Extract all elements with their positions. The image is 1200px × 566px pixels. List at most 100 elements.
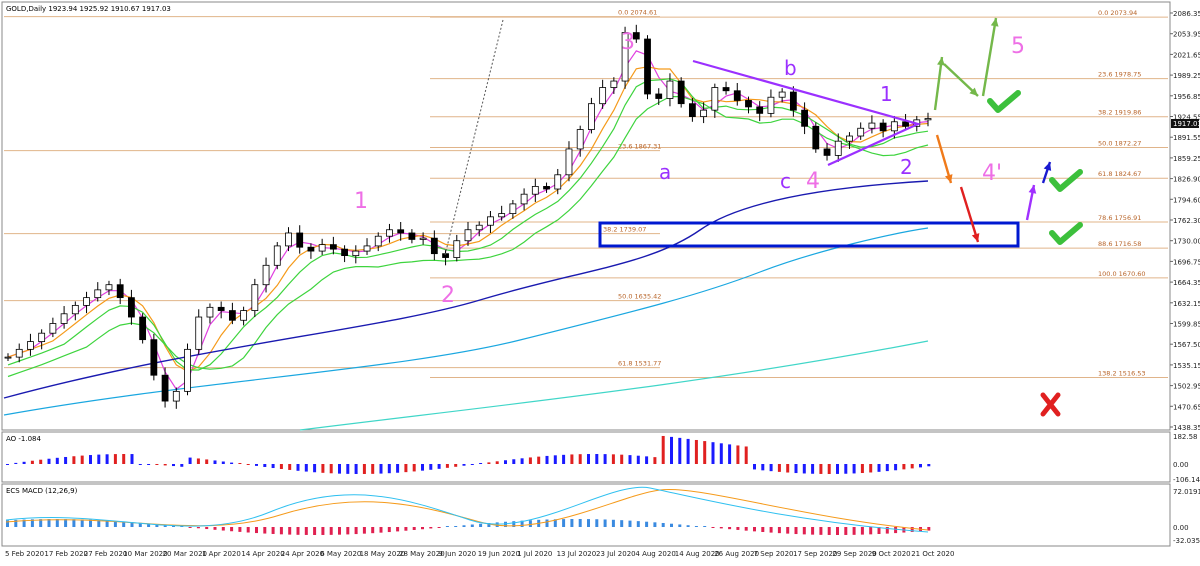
candle-body: [879, 122, 887, 132]
fib-left-level-label: 0.0 2074.61: [618, 9, 657, 17]
date-tick-label: 28 May 2020: [399, 550, 445, 558]
macd-bar: [47, 519, 51, 527]
macd-bar: [230, 527, 234, 532]
dotted-projection-line: [444, 19, 504, 256]
ao-bar: [246, 464, 250, 465]
macd-bar: [570, 519, 574, 527]
candle-body: [644, 38, 651, 95]
price-tick-label: 1762.30: [1173, 217, 1200, 225]
ao-bar: [694, 439, 698, 464]
candle-body: [846, 135, 853, 142]
ao-bar: [221, 461, 225, 464]
ao-bar: [213, 460, 217, 464]
arrow-green-up-2: [981, 17, 998, 97]
candle-body: [588, 103, 595, 130]
ao-bar: [570, 454, 574, 464]
macd-bar: [80, 519, 84, 527]
candle-body: [655, 93, 663, 99]
ao-bar: [296, 464, 300, 471]
date-tick-label: 14 Aug 2020: [675, 550, 720, 558]
ao-bar: [138, 464, 142, 465]
ao-bar: [512, 459, 516, 464]
arrow-green-up-1-head: [937, 57, 945, 66]
macd-bar: [221, 527, 225, 531]
candle-body: [27, 341, 34, 350]
ao-bar: [188, 457, 192, 464]
ao-bar: [636, 455, 640, 464]
macd-bar: [64, 519, 68, 527]
macd-bar: [313, 527, 317, 535]
macd-bar: [885, 527, 889, 534]
ao-bar: [620, 454, 624, 464]
macd-bar: [454, 526, 458, 527]
ao-bar: [39, 459, 43, 464]
date-tick-label: 29 Sep 2020: [832, 550, 876, 558]
ao-bar: [396, 464, 400, 473]
macd-bar: [578, 519, 582, 527]
macd-bar: [836, 527, 839, 535]
macd-bar: [628, 520, 632, 527]
ao-bar: [421, 464, 424, 471]
arrow-orange-down: [935, 134, 953, 184]
candle-body: [924, 118, 932, 121]
price-tick-label: 1632.15: [1173, 300, 1200, 308]
arrow-orange-down-head: [944, 174, 953, 183]
macd-bar: [147, 523, 151, 527]
date-tick-label: 23 Jul 2020: [596, 550, 636, 558]
macd-bar: [894, 527, 898, 534]
candle-body: [251, 284, 259, 311]
wave-label-pink-4-prime: 4': [982, 161, 1002, 186]
candle-body: [610, 80, 618, 88]
macd-bar: [694, 526, 698, 527]
price-tick-label: 2086.35: [1173, 10, 1200, 18]
candle-body: [890, 121, 898, 132]
ao-bar: [329, 464, 333, 474]
fib-left-level-label: 61.8 1531.77: [618, 360, 661, 368]
wave-label-purple-c: c: [780, 169, 791, 193]
candle-body: [464, 229, 472, 242]
candle-body: [487, 216, 494, 226]
macd-bar: [39, 519, 43, 527]
price-tick-label: 2053.95: [1173, 31, 1200, 39]
ao-bar: [180, 464, 184, 467]
candle-body: [285, 232, 292, 247]
macd-bar: [105, 520, 109, 527]
ao-bar: [836, 464, 839, 474]
price-tick-label: 1567.50: [1173, 341, 1200, 349]
current-price-label: 1917.03: [1173, 120, 1200, 128]
date-tick-label: 9 Jun 2020: [438, 550, 476, 558]
wave-label-pink-5: 5: [1011, 34, 1025, 59]
ao-bar: [371, 464, 375, 474]
ao-bar: [163, 464, 167, 466]
candle-body: [217, 306, 225, 311]
price-tick-label: 1470.65: [1173, 403, 1200, 411]
ao-bar: [64, 456, 68, 464]
annotations-group: [444, 17, 1083, 417]
candle-body: [789, 91, 797, 111]
ao-bar: [30, 460, 34, 464]
price-tick-label: 1826.90: [1173, 176, 1200, 184]
candle-body: [868, 122, 876, 129]
ao-bar: [445, 464, 449, 468]
macd-bar: [860, 527, 864, 535]
arrow-red-down: [959, 186, 980, 243]
ao-bar: [362, 464, 366, 474]
macd-panel: [1, 483, 1171, 547]
date-tick-label: 27 Feb 2020: [84, 550, 128, 558]
ao-bar: [719, 443, 723, 464]
ao-bar: [877, 464, 881, 472]
ao-bar: [562, 454, 566, 464]
candle-body: [688, 103, 696, 118]
macd-bar: [603, 519, 607, 527]
macd-bar: [22, 519, 26, 527]
macd-bar: [113, 521, 117, 527]
macd-bar: [802, 527, 806, 535]
ao-bar: [255, 464, 258, 466]
check-mark-2: [1049, 169, 1083, 192]
ao-bar: [661, 435, 665, 464]
ao-bar: [147, 464, 151, 465]
macd-bar: [205, 527, 209, 530]
macd-bar: [678, 524, 682, 527]
candle-body: [801, 109, 808, 127]
